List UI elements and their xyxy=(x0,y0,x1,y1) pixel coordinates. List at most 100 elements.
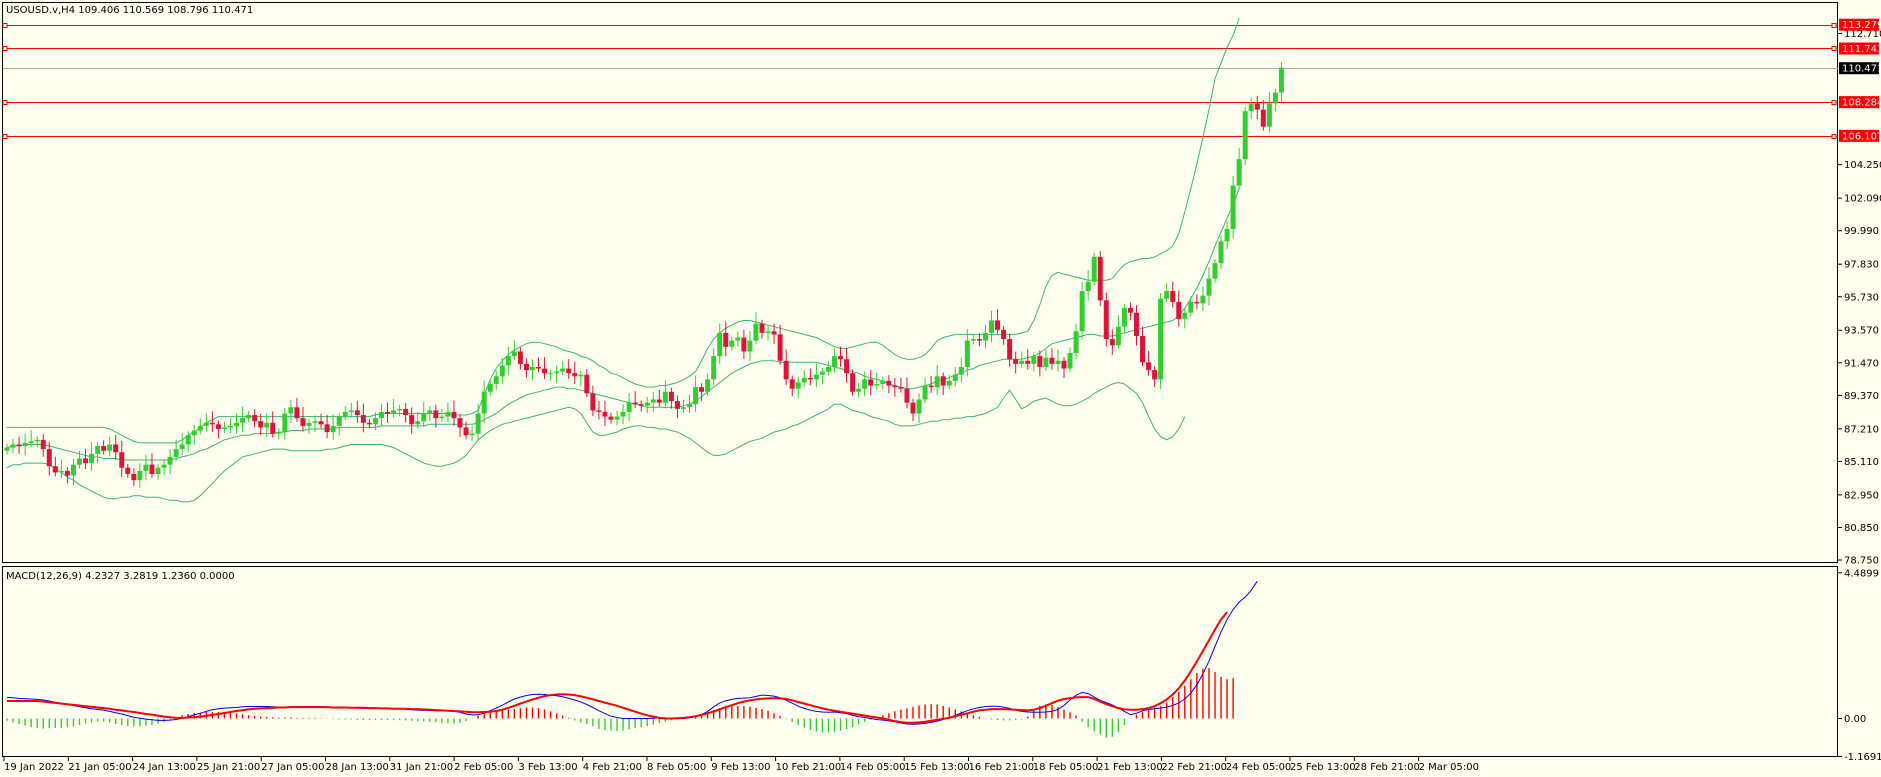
candle-body xyxy=(747,340,753,352)
candle xyxy=(330,414,336,440)
candle xyxy=(813,363,819,387)
candle xyxy=(590,385,596,417)
candle xyxy=(1194,294,1200,310)
candle xyxy=(838,346,844,367)
candle xyxy=(644,396,650,414)
macd-tick-label: 0.00 xyxy=(1844,714,1866,725)
price-tick-label: 82.950 xyxy=(1844,490,1879,501)
candle xyxy=(1067,347,1073,373)
candle-body xyxy=(687,404,693,408)
candle-body xyxy=(1146,362,1152,371)
candle xyxy=(173,439,179,461)
candle xyxy=(312,415,318,433)
candle-body xyxy=(457,418,463,428)
level-handle-right[interactable] xyxy=(1831,23,1837,28)
candle-body xyxy=(1194,301,1200,304)
candle-body xyxy=(300,418,306,426)
level-handle-right[interactable] xyxy=(1831,46,1837,51)
candle-body xyxy=(765,331,771,333)
candle xyxy=(572,361,578,384)
candle-body xyxy=(131,473,137,481)
candle xyxy=(300,406,306,432)
candle xyxy=(58,459,64,479)
candle xyxy=(699,383,705,402)
time-tick-label: 27 Jan 05:00 xyxy=(261,762,324,773)
candle-body xyxy=(1103,300,1109,340)
candle xyxy=(1152,366,1158,387)
candle-body xyxy=(1115,326,1121,346)
candle-body xyxy=(922,385,928,400)
candle-body xyxy=(711,356,717,380)
candle-body xyxy=(1140,335,1146,363)
candle-body xyxy=(620,411,626,417)
level-handle-right[interactable] xyxy=(1831,134,1837,139)
candle xyxy=(801,370,807,387)
candle xyxy=(910,398,916,422)
candle-body xyxy=(928,385,934,388)
candle xyxy=(989,311,995,343)
level-handle-left[interactable] xyxy=(2,134,8,139)
candle-body xyxy=(916,399,922,414)
level-handle-left[interactable] xyxy=(2,46,8,51)
candle xyxy=(276,428,282,440)
candle xyxy=(1079,281,1085,339)
candle-body xyxy=(523,363,529,371)
candle xyxy=(475,404,481,442)
candle-body xyxy=(626,402,632,412)
candle xyxy=(143,455,149,481)
candle-body xyxy=(976,339,982,341)
candle xyxy=(457,414,463,437)
candle-body xyxy=(801,377,807,383)
candle-body xyxy=(517,351,523,364)
candle xyxy=(717,323,723,364)
candle xyxy=(741,329,747,360)
candle-body xyxy=(1007,339,1013,360)
candle xyxy=(28,430,34,447)
candle xyxy=(397,404,403,417)
candle xyxy=(608,412,614,424)
level-handle-left[interactable] xyxy=(2,100,8,105)
candle-body xyxy=(825,366,831,372)
candle-body xyxy=(989,320,995,333)
candle xyxy=(656,390,662,407)
candle-body xyxy=(783,360,789,380)
time-tick-label: 15 Feb 13:00 xyxy=(904,762,970,773)
candle xyxy=(221,421,227,433)
candle xyxy=(64,466,70,484)
candle-body xyxy=(1236,159,1242,186)
candle xyxy=(560,360,566,376)
candle xyxy=(481,380,487,423)
candle xyxy=(705,373,711,396)
candle xyxy=(765,325,771,341)
candle xyxy=(131,468,137,486)
time-tick-label: 3 Feb 13:00 xyxy=(518,762,577,773)
candle xyxy=(1248,97,1254,119)
time-tick-label: 2 Feb 05:00 xyxy=(454,762,513,773)
candle xyxy=(34,435,40,448)
candle xyxy=(294,397,300,423)
candle xyxy=(318,413,324,429)
candle xyxy=(1170,281,1176,308)
candle-body xyxy=(173,449,179,457)
candle xyxy=(1260,100,1266,131)
candle-body xyxy=(548,373,554,375)
candle xyxy=(976,333,982,347)
candle xyxy=(125,463,131,478)
candle xyxy=(958,357,964,383)
candle xyxy=(940,372,946,396)
candle xyxy=(89,442,95,471)
candle-body xyxy=(958,366,964,375)
macd-line xyxy=(6,580,1258,725)
candle xyxy=(916,393,922,423)
candle-body xyxy=(252,415,258,422)
time-tick-label: 24 Feb 05:00 xyxy=(1226,762,1292,773)
candle-body xyxy=(1127,308,1133,313)
level-handle-left[interactable] xyxy=(2,23,8,28)
candle-body xyxy=(831,356,837,367)
candle-body xyxy=(970,339,976,341)
candle xyxy=(1218,235,1224,269)
price-level-badge-bg xyxy=(1839,18,1879,31)
level-handle-right[interactable] xyxy=(1831,100,1837,105)
candle xyxy=(83,448,89,469)
